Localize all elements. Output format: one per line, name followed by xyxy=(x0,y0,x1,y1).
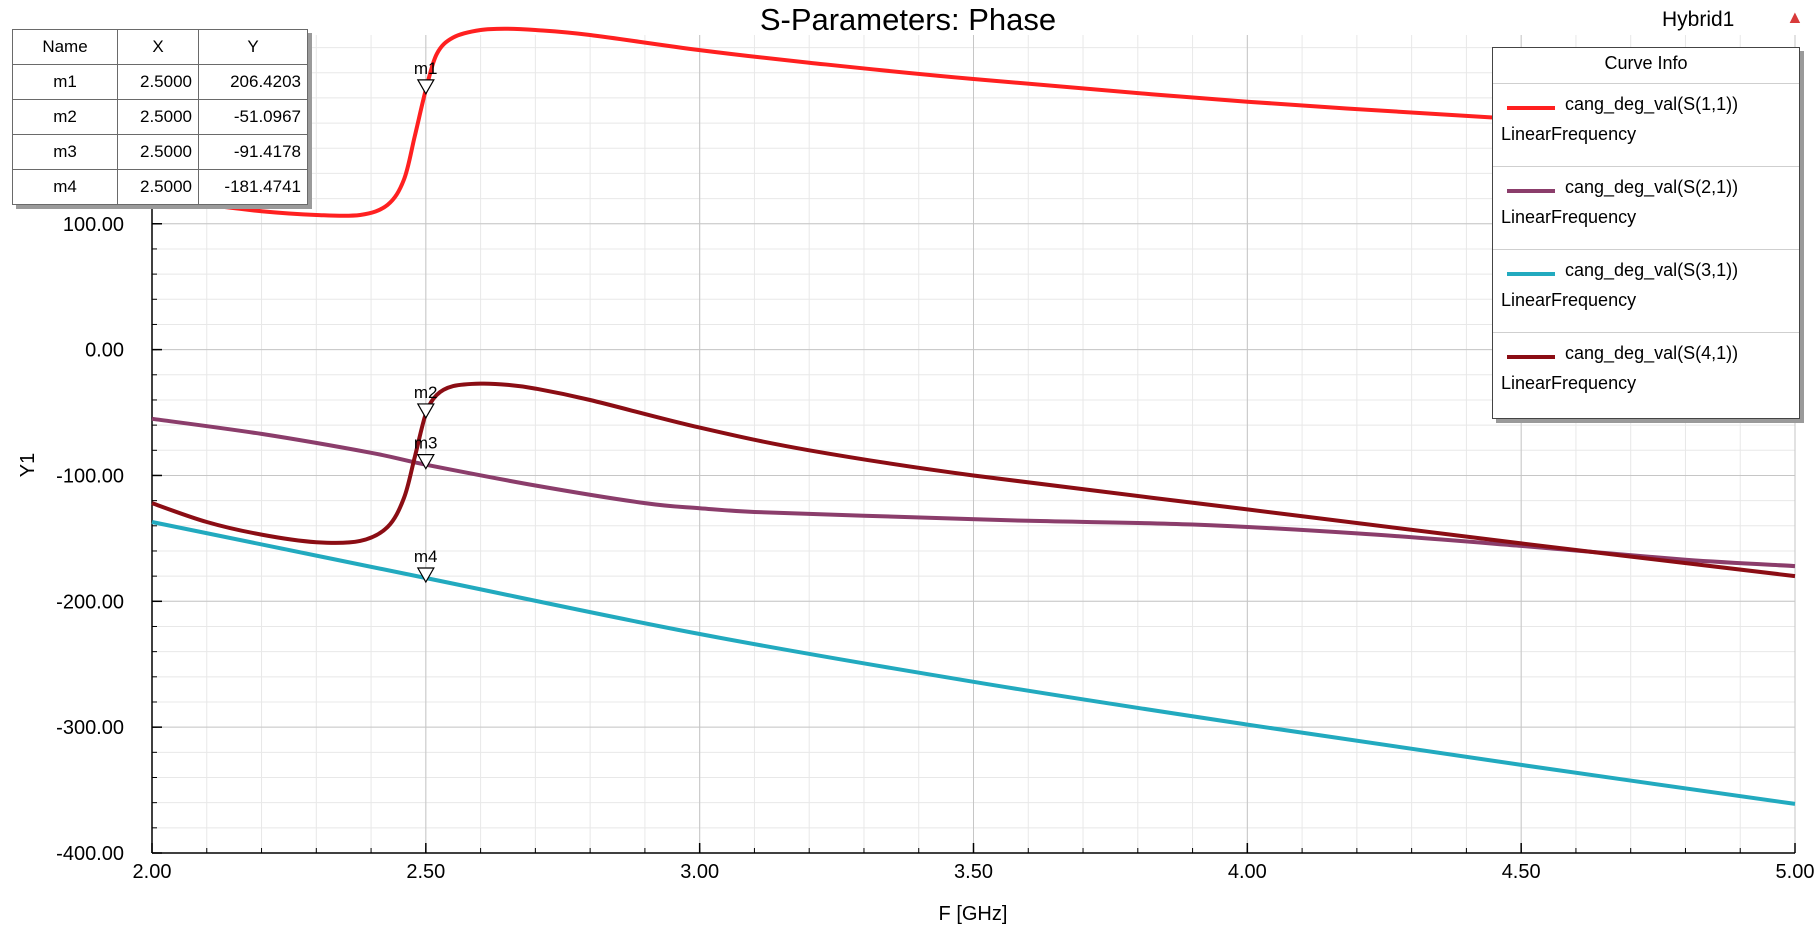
marker-table-row: m1 2.5000 206.4203 xyxy=(12,64,308,100)
series-line-0 xyxy=(151,26,1577,218)
marker-group: m1 m2 m3 m4 xyxy=(414,59,438,584)
y-axis-label: Y1 xyxy=(17,453,39,477)
curve-info-legend: Curve Info cang_deg_val(S(1,1)) LinearFr… xyxy=(1492,47,1800,419)
x-tick-label: 4.50 xyxy=(1502,861,1541,883)
legend-swatch xyxy=(1507,189,1555,193)
legend-entry-s41: cang_deg_val(S(4,1)) LinearFrequency xyxy=(1493,333,1799,415)
marker-table-row: m4 2.5000 -181.4741 xyxy=(12,169,308,205)
marker-table-header-x: X xyxy=(117,29,199,65)
legend-swatch xyxy=(1507,355,1555,359)
y-tick-label: -200.00 xyxy=(56,591,124,613)
marker-table-header-y: Y xyxy=(198,29,308,65)
axis-ticks: 2.00 2.50 3.00 3.50 4.00 4.50 5.00 100.00 0.00 -1… xyxy=(56,35,1814,883)
legend-entry-s11: cang_deg_val(S(1,1)) LinearFrequency xyxy=(1493,84,1799,167)
x-tick-label: 3.00 xyxy=(680,861,719,883)
legend-series-name: cang_deg_val(S(2,1)) xyxy=(1565,177,1739,197)
legend-entry-s21: cang_deg_val(S(2,1)) LinearFrequency xyxy=(1493,167,1799,250)
marker-table-header-name: Name xyxy=(12,29,118,65)
marker-label: m2 xyxy=(414,383,438,402)
marker-table: Name X Y m1 2.5000 206.4203 m2 2.5000 -5… xyxy=(12,29,308,205)
marker-x-cell: 2.5000 xyxy=(117,169,199,205)
y-tick-label: 0.00 xyxy=(85,340,124,362)
marker-y-cell: -51.0967 xyxy=(198,99,308,135)
legend-series-name: cang_deg_val(S(1,1)) xyxy=(1565,94,1739,114)
legend-title: Curve Info xyxy=(1493,48,1799,84)
y-tick-label: -300.00 xyxy=(56,717,124,739)
marker-name-cell: m1 xyxy=(12,64,118,100)
marker-table-header: Name X Y xyxy=(12,29,308,65)
marker-triangle xyxy=(416,454,435,470)
legend-series-sweep: LinearFrequency xyxy=(1501,290,1637,310)
legend-series-sweep: LinearFrequency xyxy=(1501,124,1637,144)
marker-x-cell: 2.5000 xyxy=(117,64,199,100)
marker-triangle xyxy=(416,79,435,96)
marker-y-cell: -91.4178 xyxy=(198,134,308,170)
series-line-1 xyxy=(151,416,1796,569)
marker-name-cell: m3 xyxy=(12,134,118,170)
legend-series-sweep: LinearFrequency xyxy=(1501,373,1637,393)
marker-triangle xyxy=(416,403,435,420)
marker-label: m1 xyxy=(414,59,438,78)
design-name-label: Hybrid1 xyxy=(1662,8,1735,31)
legend-series-name: cang_deg_val(S(4,1)) xyxy=(1565,343,1739,363)
chart-title: S-Parameters: Phase xyxy=(760,2,1056,37)
legend-swatch xyxy=(1507,272,1555,276)
hfss-logo-icon: ▲ xyxy=(1786,7,1804,27)
x-tick-label: 4.00 xyxy=(1228,861,1267,883)
y-tick-label: -100.00 xyxy=(56,465,124,487)
marker-y-cell: -181.4741 xyxy=(198,169,308,205)
x-tick-label: 2.50 xyxy=(406,861,445,883)
y-tick-label: -400.00 xyxy=(56,843,124,865)
marker-name-cell: m2 xyxy=(12,99,118,135)
x-tick-label: 3.50 xyxy=(954,861,993,883)
x-axis-label: F [GHz] xyxy=(939,903,1008,925)
marker-table-row: m2 2.5000 -51.0967 xyxy=(12,99,308,135)
x-tick-label: 5.00 xyxy=(1776,861,1815,883)
marker-table-row: m3 2.5000 -91.4178 xyxy=(12,134,308,170)
marker-triangle xyxy=(416,567,435,584)
marker-label: m3 xyxy=(414,434,438,453)
legend-swatch xyxy=(1507,106,1555,110)
marker-x-cell: 2.5000 xyxy=(117,134,199,170)
legend-entry-s31: cang_deg_val(S(3,1)) LinearFrequency xyxy=(1493,250,1799,333)
series-group xyxy=(151,26,1796,806)
marker-name-cell: m4 xyxy=(12,169,118,205)
x-tick-label: 2.00 xyxy=(133,861,172,883)
marker-x-cell: 2.5000 xyxy=(117,99,199,135)
marker-label: m4 xyxy=(414,547,438,566)
y-tick-label: 100.00 xyxy=(63,214,124,236)
legend-series-sweep: LinearFrequency xyxy=(1501,207,1637,227)
series-line-3 xyxy=(151,381,1796,579)
marker-y-cell: 206.4203 xyxy=(198,64,308,100)
legend-series-name: cang_deg_val(S(3,1)) xyxy=(1565,260,1739,280)
